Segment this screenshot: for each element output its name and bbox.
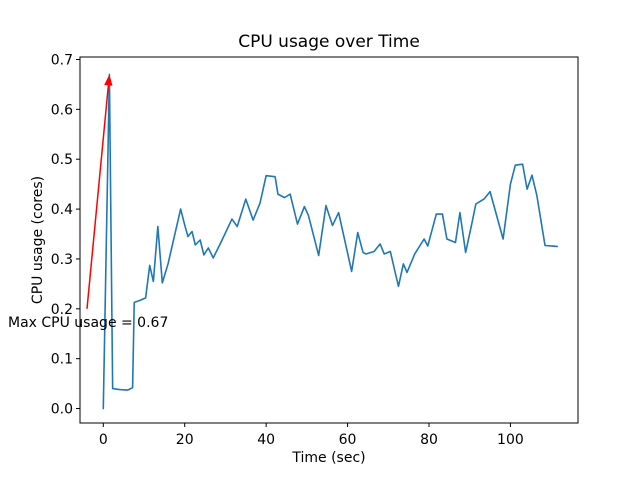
y-tick-label: 0.1 [51, 352, 73, 368]
y-axis-label: CPU usage (cores) [30, 176, 46, 304]
x-axis-label: Time (sec) [291, 450, 365, 466]
x-tick-label: 0 [99, 432, 108, 448]
series-layer [102, 73, 559, 410]
annotation-layer [86, 74, 113, 309]
y-tick-label: 0.5 [51, 152, 73, 168]
y-tick-label: 0.6 [51, 102, 73, 118]
max-annotation-text: Max CPU usage = 0.67 [8, 315, 168, 331]
x-tick-label: 20 [176, 432, 194, 448]
annotation-arrowhead-icon [104, 74, 113, 86]
annotation-arrow-line [86, 85, 110, 309]
cpu-usage-line [102, 73, 559, 410]
x-tick-label: 40 [257, 432, 275, 448]
axis-ticks: 0 20 40 60 80 100 0.0 0.1 0.2 0.3 0.4 0.5 0.6 0.7 [51, 52, 524, 448]
y-tick-label: 0.0 [51, 402, 73, 418]
y-tick-label: 0.3 [51, 252, 73, 268]
plot-area [79, 56, 579, 424]
y-tick-label: 0.2 [51, 302, 73, 318]
y-tick-label: 0.7 [51, 52, 73, 68]
x-tick-label: 60 [339, 432, 357, 448]
y-tick-label: 0.4 [51, 202, 73, 218]
x-tick-label: 80 [420, 432, 438, 448]
chart-title: CPU usage over Time [238, 32, 420, 52]
x-tick-label: 100 [497, 432, 524, 448]
